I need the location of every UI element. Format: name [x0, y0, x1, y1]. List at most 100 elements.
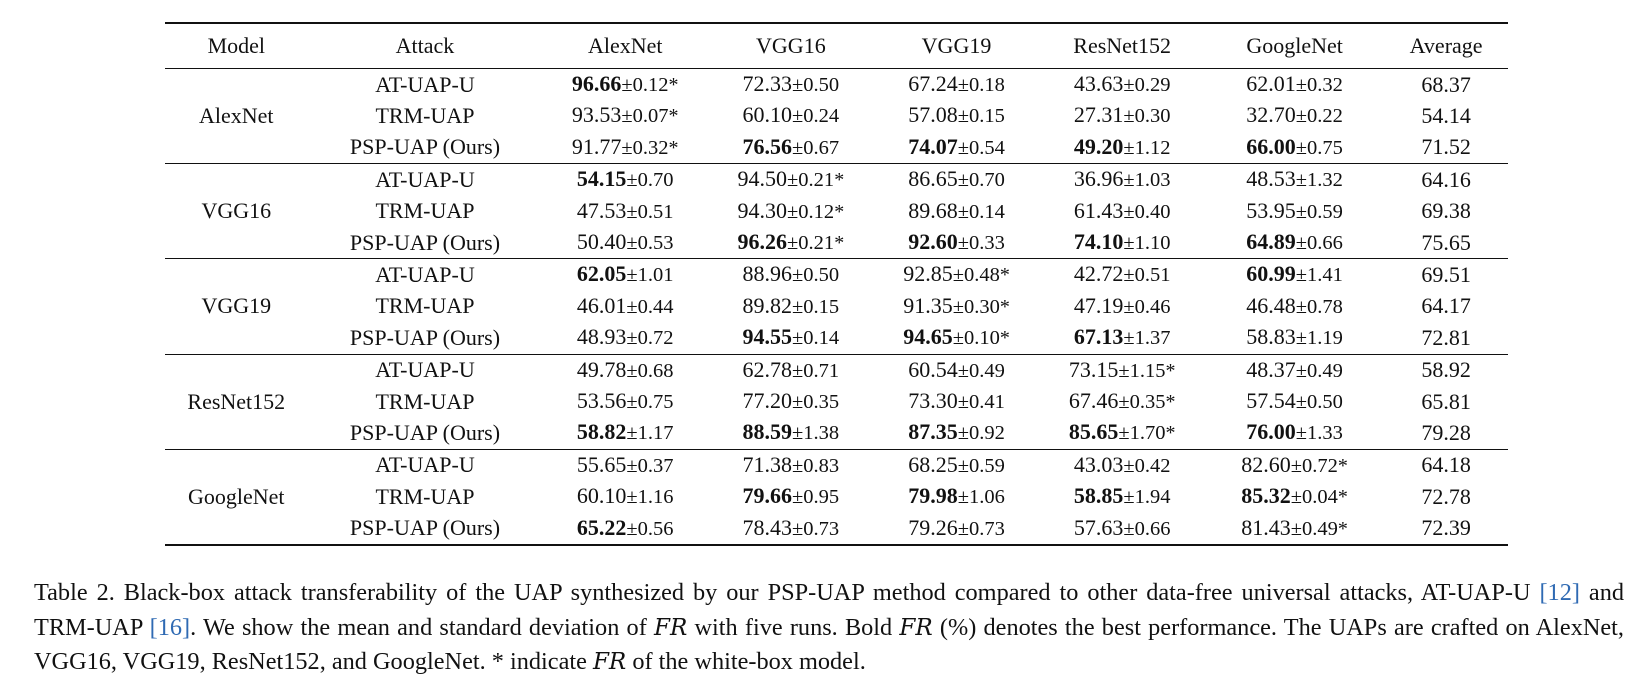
std-value: ±0.73: [792, 517, 840, 540]
std-value: ±0.15: [957, 105, 1005, 128]
std-value: ±0.70: [626, 169, 674, 192]
mean-value: 58.82: [576, 419, 627, 445]
mean-value: 81.43: [1241, 514, 1291, 540]
fooling-rate-cell: 89.68±0.14: [874, 196, 1040, 227]
mean-value: 32.70: [1246, 102, 1296, 128]
fooling-rate-cell: 58.83±1.19: [1205, 322, 1384, 354]
std-value: ±0.92: [957, 422, 1005, 445]
mean-value: 92.85: [903, 261, 953, 287]
attack-cell: TRM-UAP: [375, 198, 475, 224]
fooling-rate-cell: 91.35±0.30*: [874, 291, 1040, 322]
table-row: PSP-UAP (Ours) 65.22±0.56 78.43±0.73 79.26±…: [165, 513, 1508, 546]
mean-value: 71.38: [742, 451, 793, 477]
std-value: ±0.44: [626, 295, 674, 318]
caption-label: Table 2.: [34, 579, 115, 606]
std-value: ±0.72: [626, 327, 674, 350]
std-value: ±0.40: [1123, 200, 1171, 223]
fooling-rate-cell: 85.32±0.04*: [1205, 481, 1384, 512]
mean-value: 48.93: [576, 324, 627, 350]
mean-value: 60.10: [576, 483, 627, 509]
mean-value: 86.65: [908, 166, 958, 192]
std-value: ±0.42: [1123, 454, 1171, 477]
source-model-cell: GoogleNet: [188, 483, 285, 509]
source-model-cell: VGG19: [201, 293, 272, 319]
mean-value: 96.26: [737, 229, 788, 255]
fooling-rate-cell: 53.95±0.59: [1205, 196, 1384, 227]
mean-value: 73.30: [908, 388, 958, 414]
mean-value: 62.05: [576, 261, 627, 287]
attack-cell: TRM-UAP: [375, 483, 475, 509]
std-value: ±0.50: [1295, 391, 1343, 414]
average-cell: 72.39: [1421, 515, 1471, 541]
mean-value: 57.08: [908, 102, 958, 128]
std-value: ±0.24: [792, 105, 840, 128]
std-value: ±0.14: [957, 200, 1005, 223]
std-value: ±0.50: [792, 264, 840, 287]
mean-value: 50.40: [576, 229, 627, 255]
citation-16[interactable]: [16]: [149, 613, 191, 641]
table-row: PSP-UAP (Ours) 91.77±0.32* 76.56±0.67 74.07…: [165, 132, 1508, 164]
fooling-rate-cell: 47.19±0.46: [1039, 291, 1205, 322]
table-row: TRM-UAP 53.56±0.75 77.20±0.35 73.30±0.41 67.…: [165, 386, 1508, 417]
average-cell: 71.52: [1421, 134, 1471, 160]
mean-value: 88.59: [742, 419, 793, 445]
mean-value: 89.82: [742, 292, 793, 318]
fooling-rate-cell: 88.59±1.38: [708, 417, 874, 449]
mean-value: 49.78: [576, 356, 627, 382]
white-box-marker: *: [834, 200, 845, 223]
std-value: ±1.33: [1295, 422, 1343, 445]
fooling-rate-cell: 76.56±0.67: [708, 132, 874, 164]
mean-value: 87.35: [908, 419, 958, 445]
mean-value: 65.22: [576, 514, 627, 540]
model-group: GoogleNet AT-UAP-U 55.65±0.37 71.38±0.83 68.…: [165, 449, 1508, 546]
column-header: Attack: [395, 33, 455, 58]
white-box-marker: *: [1337, 454, 1348, 477]
mean-value: 47.19: [1073, 292, 1124, 318]
std-value: ±0.68: [626, 359, 674, 382]
std-value: ±1.41: [1295, 264, 1343, 287]
std-value: ±1.37: [1123, 327, 1171, 350]
std-value: ±0.59: [1295, 200, 1343, 223]
citation-12[interactable]: [12]: [1539, 579, 1580, 606]
mean-value: 27.31: [1073, 102, 1124, 128]
caption-text: Table 2. Black-box attack transferabilit…: [34, 579, 1624, 675]
mean-value: 72.33: [742, 71, 793, 96]
attack-cell: TRM-UAP: [375, 102, 475, 128]
mean-value: 89.68: [908, 197, 958, 223]
mean-value: 74.07: [908, 133, 958, 159]
std-value: ±0.30: [1123, 105, 1171, 128]
mean-value: 82.60: [1241, 451, 1291, 477]
mean-value: 77.20: [742, 388, 793, 414]
std-value: ±0.14: [792, 327, 840, 350]
std-value: ±0.30: [952, 295, 1000, 318]
mean-value: 48.53: [1246, 166, 1296, 192]
mean-value: 79.26: [908, 514, 958, 540]
fooling-rate-cell: 78.43±0.73: [708, 513, 874, 545]
std-value: ±1.38: [792, 422, 840, 445]
std-value: ±0.32: [621, 136, 669, 159]
white-box-marker: *: [1165, 359, 1176, 382]
table-row: TRM-UAP 60.10±1.16 79.66±0.95 79.98±1.06 58.…: [165, 481, 1508, 512]
fooling-rate-cell: 96.66±0.12*: [542, 69, 708, 101]
average-cell: 64.18: [1421, 452, 1471, 478]
mean-value: 76.56: [742, 133, 793, 159]
source-model-cell: AlexNet: [199, 102, 274, 128]
mean-value: 48.37: [1246, 356, 1296, 382]
fooling-rate-cell: 73.30±0.41: [874, 386, 1040, 417]
std-value: ±0.73: [957, 517, 1005, 540]
fooling-rate-cell: 82.60±0.72*: [1205, 449, 1384, 481]
mean-value: 58.83: [1246, 324, 1296, 350]
mean-value: 61.43: [1073, 197, 1124, 223]
fooling-rate-cell: 53.56±0.75: [542, 386, 708, 417]
std-value: ±1.70: [1118, 422, 1166, 445]
std-value: ±0.70: [957, 169, 1005, 192]
mean-value: 78.43: [742, 514, 793, 540]
fooling-rate-cell: 92.85±0.48*: [874, 259, 1040, 291]
white-box-marker: *: [834, 232, 845, 255]
mean-value: 93.53: [571, 102, 622, 128]
mean-value: 60.99: [1246, 261, 1296, 287]
std-value: ±0.75: [626, 391, 674, 414]
std-value: ±1.15: [1118, 359, 1166, 382]
fooling-rate-cell: 61.43±0.40: [1039, 196, 1205, 227]
fooling-rate-cell: 43.03±0.42: [1039, 449, 1205, 481]
